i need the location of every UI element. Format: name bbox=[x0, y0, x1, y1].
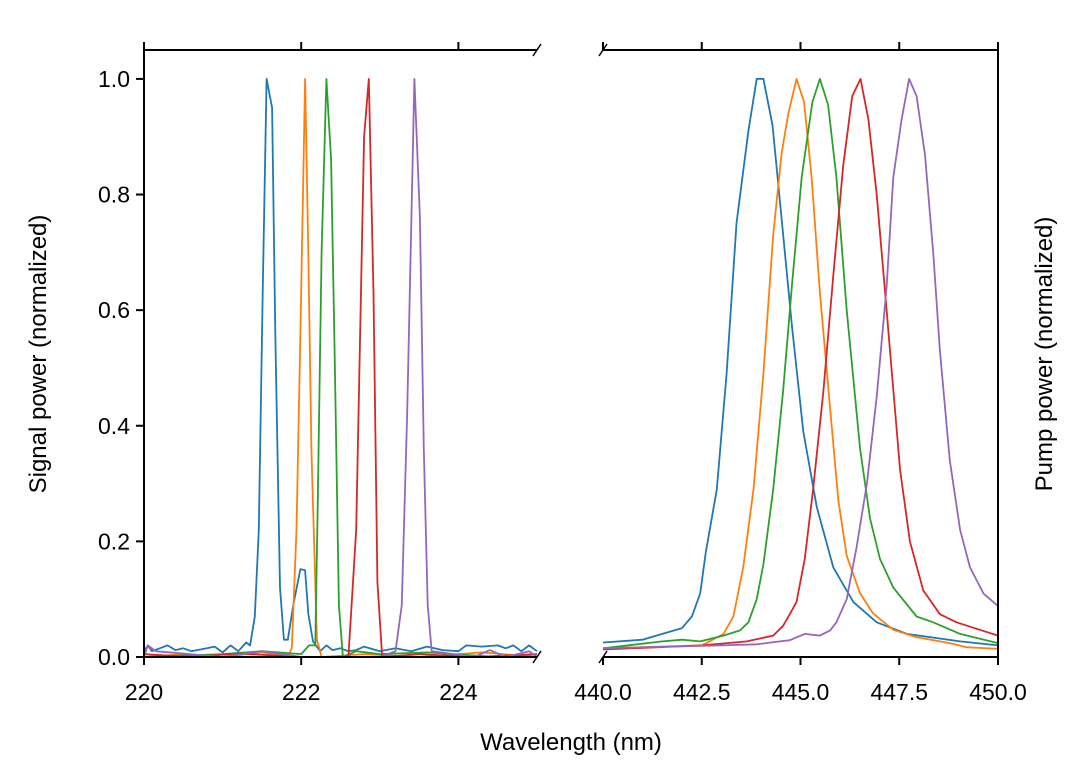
axis-break-mark bbox=[532, 43, 542, 57]
y-tick-label: 0.8 bbox=[98, 182, 130, 208]
y-tick-label: 1.0 bbox=[98, 66, 130, 92]
series-line-5 bbox=[602, 78, 999, 650]
y-axis-label-right: Pump power (normalized) bbox=[1031, 217, 1058, 492]
series-line-2 bbox=[143, 78, 538, 658]
series-line-1 bbox=[143, 78, 538, 654]
y-tick-label: 0.4 bbox=[98, 413, 130, 439]
y-axis-label-left: Signal power (normalized) bbox=[25, 215, 52, 494]
series-line-4 bbox=[143, 78, 538, 658]
y-tick-label: 0.6 bbox=[98, 297, 130, 323]
x-tick-label: 450.0 bbox=[969, 679, 1027, 705]
y-tick-label: 0.0 bbox=[98, 644, 130, 670]
pump-panel: 440.0 442.5 445.0 447.5 450.0 bbox=[574, 42, 1027, 705]
x-tick-label: 220 bbox=[125, 679, 163, 705]
x-tick-label: 442.5 bbox=[673, 679, 731, 705]
series-line-3 bbox=[143, 78, 538, 658]
series-line-3 bbox=[602, 78, 999, 650]
series-line-2 bbox=[602, 78, 999, 650]
x-tick-label: 224 bbox=[439, 679, 478, 705]
series-line-4 bbox=[602, 78, 999, 651]
x-tick-label: 440.0 bbox=[574, 679, 632, 705]
x-tick-label: 445.0 bbox=[772, 679, 830, 705]
y-tick-label: 0.2 bbox=[98, 528, 130, 554]
series-line-1 bbox=[602, 78, 999, 647]
signal-panel: 220 222 224 0.0 0.2 0.4 0.6 0.8 1.0 bbox=[98, 42, 542, 705]
series-line-5 bbox=[143, 78, 538, 658]
x-axis-label: Wavelength (nm) bbox=[480, 729, 662, 756]
axis-break-mark bbox=[532, 650, 542, 664]
x-tick-label: 447.5 bbox=[870, 679, 928, 705]
x-tick-label: 222 bbox=[282, 679, 320, 705]
